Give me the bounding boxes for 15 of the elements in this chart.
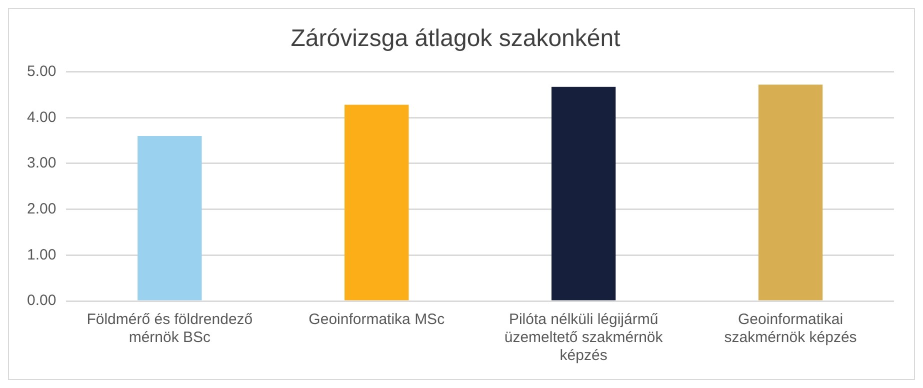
y-tick-label: 1.00 <box>26 246 56 264</box>
chart-title: Záróvizsga átlagok szakonként <box>290 25 621 52</box>
bar <box>758 84 823 300</box>
y-tick-label: 2.00 <box>26 200 56 218</box>
x-tick-label: Geoinformatika MSc <box>308 311 446 328</box>
x-tick-label: Geoinformatikai szakmérnök képzés <box>724 311 857 346</box>
y-tick-label: 5.00 <box>26 62 56 80</box>
x-tick-label: Pilóta nélküli légijármű üzemeltető szakmérnök képzés <box>504 311 664 364</box>
bar <box>551 86 616 300</box>
bar <box>138 136 202 300</box>
x-tick-label: Földmérő és földrendező mérnök BSc <box>86 311 253 346</box>
y-tick-label: 4.00 <box>26 108 56 126</box>
bar <box>344 104 409 300</box>
y-tick-label: 3.00 <box>26 154 56 172</box>
y-tick-label: 0.00 <box>26 292 56 310</box>
